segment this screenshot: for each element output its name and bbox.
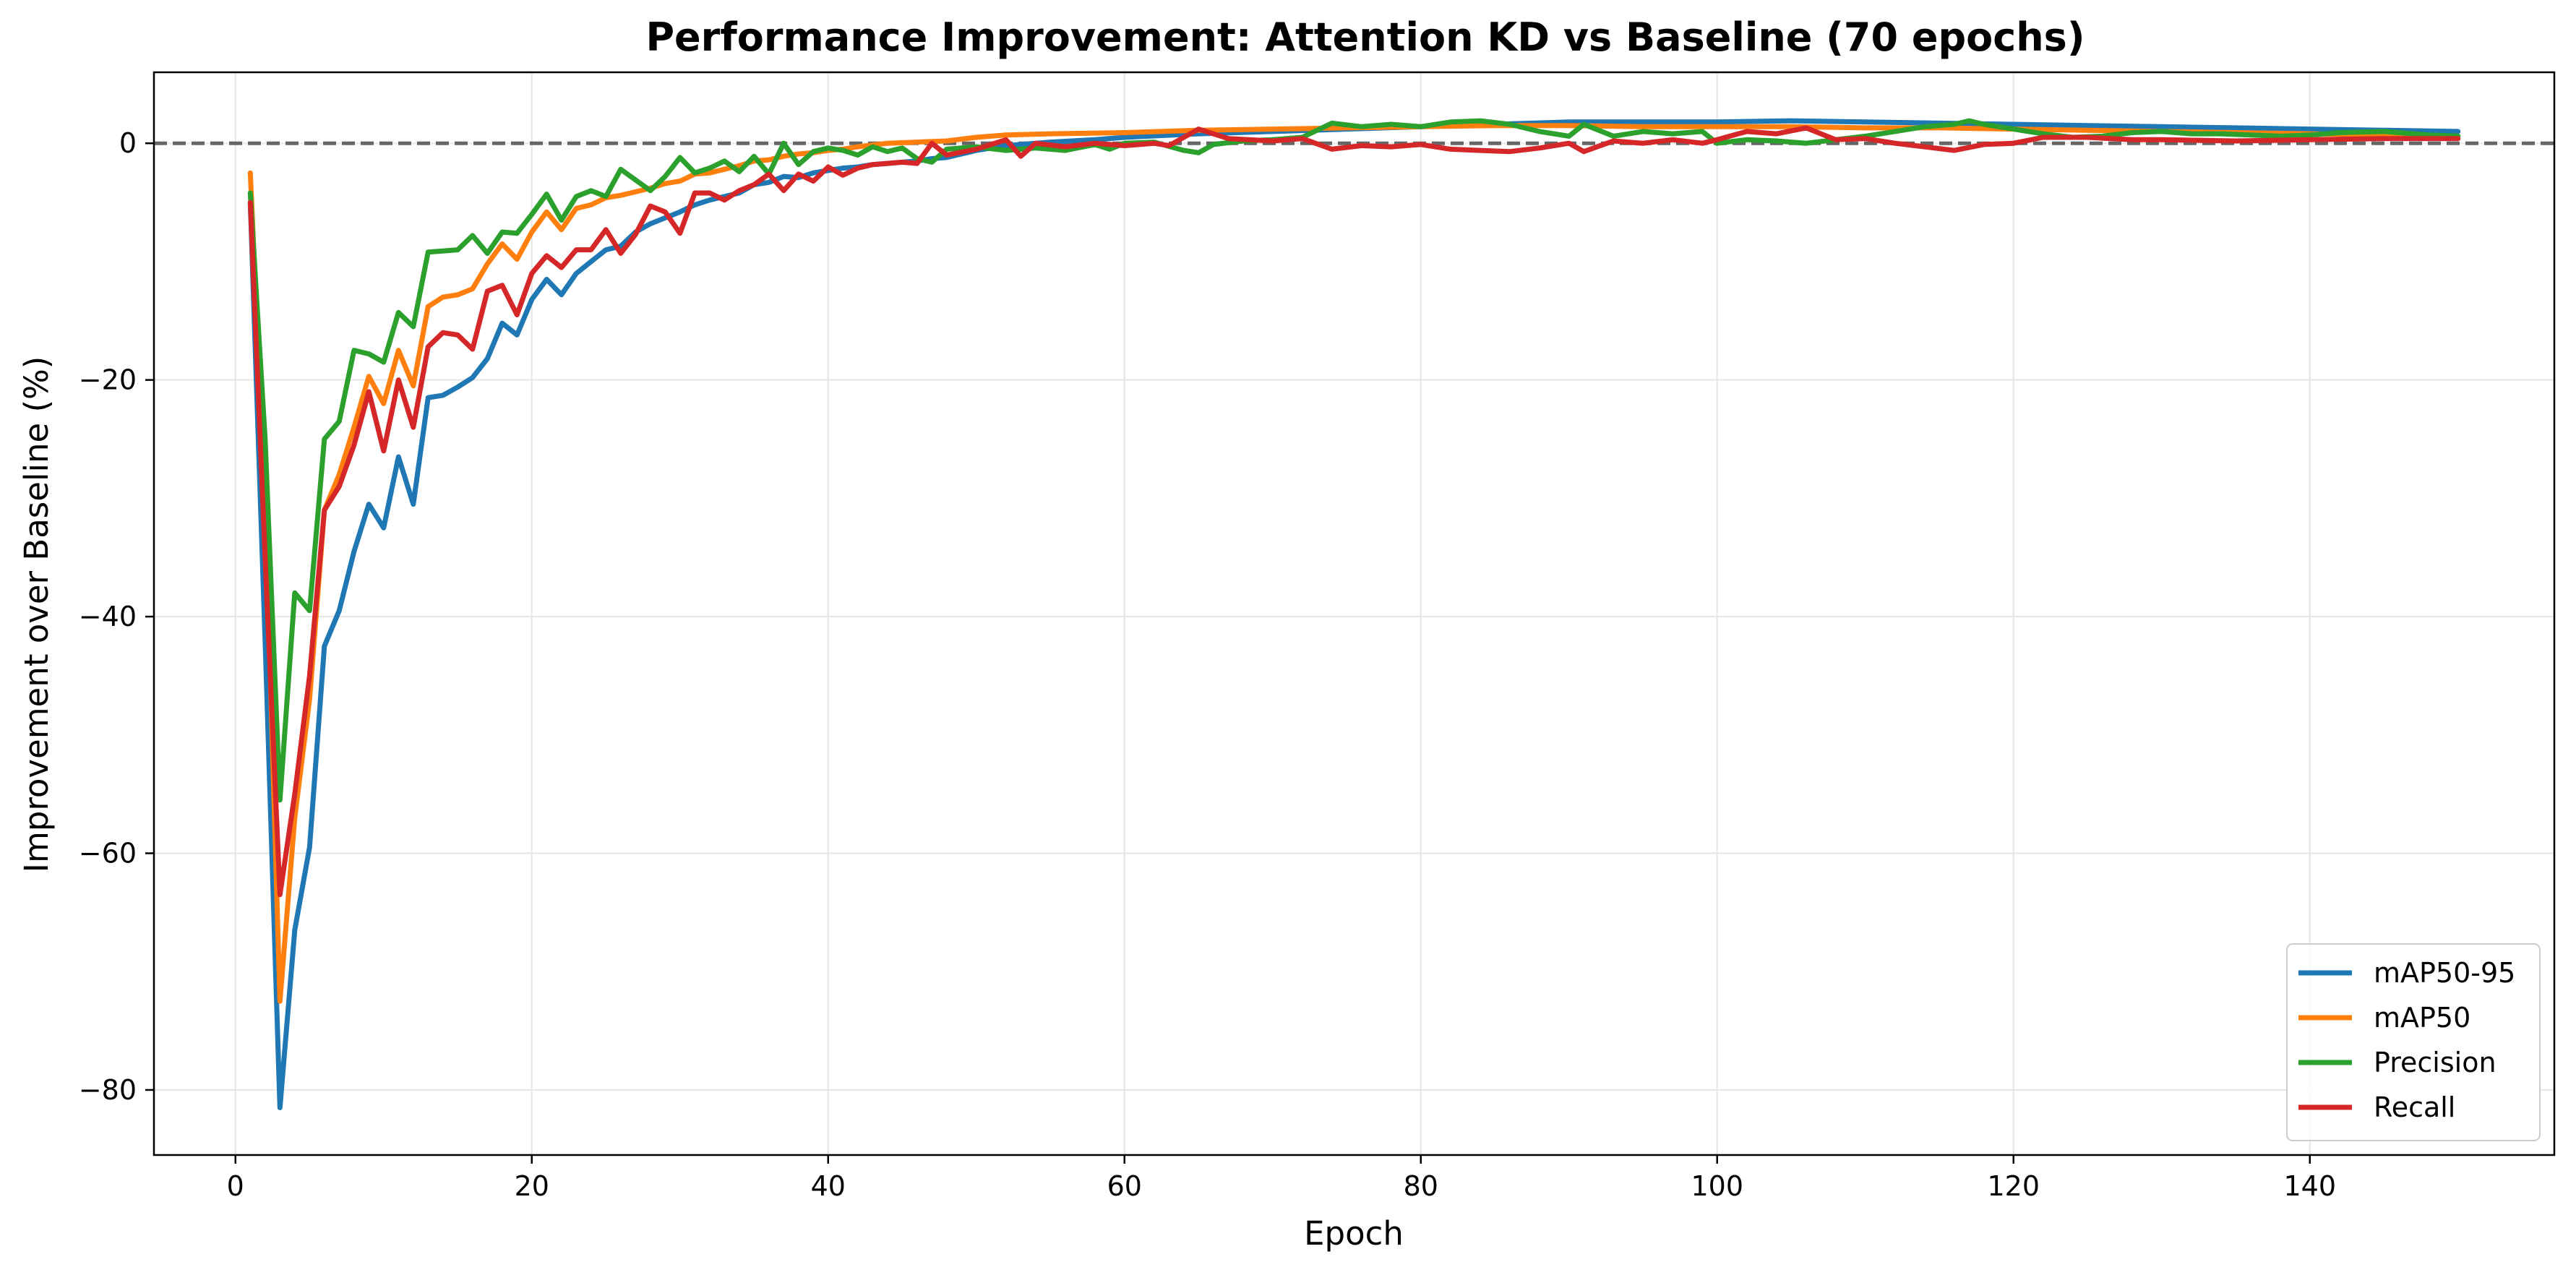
x-tick-label: 0 <box>227 1170 244 1202</box>
y-tick-label: −80 <box>79 1074 137 1106</box>
plot-frame <box>153 71 2556 1156</box>
legend-label-precision: Precision <box>2374 1047 2496 1078</box>
y-tick-label: −20 <box>79 364 137 396</box>
x-tick-label: 100 <box>1691 1170 1743 1202</box>
x-tick-label: 80 <box>1404 1170 1438 1202</box>
x-tick-label: 60 <box>1107 1170 1142 1202</box>
x-axis-ticks: 0 20 40 60 80 100 120 140 <box>227 1155 2336 1202</box>
legend-box <box>2286 943 2541 1141</box>
series-line-map50 <box>247 123 2461 1004</box>
y-tick-label: −60 <box>79 838 137 870</box>
x-axis-label: Epoch <box>1304 1214 1404 1253</box>
y-tick-label: 0 <box>119 127 137 159</box>
legend: mAP50-95 mAP50 Precision Recall <box>2286 943 2541 1141</box>
y-axis-label: Improvement over Baseline (%) <box>17 356 56 873</box>
x-tick-label: 40 <box>811 1170 846 1202</box>
legend-label-map50: mAP50 <box>2374 1002 2470 1034</box>
series-line-precision <box>247 118 2461 803</box>
legend-label-recall: Recall <box>2374 1091 2455 1123</box>
x-tick-label: 20 <box>515 1170 549 1202</box>
grid <box>154 72 2554 1155</box>
chart-title: Performance Improvement: Attention KD vs… <box>645 14 2085 60</box>
y-tick-label: −40 <box>79 601 137 632</box>
legend-label-map50-95: mAP50-95 <box>2374 957 2515 989</box>
x-tick-label: 140 <box>2283 1170 2336 1202</box>
x-tick-label: 120 <box>1987 1170 2040 1202</box>
series-line-recall <box>247 125 2461 898</box>
y-axis-ticks: 0 −20 −40 −60 −80 <box>79 127 154 1106</box>
series-lines <box>247 118 2461 1110</box>
series-line-map50-95 <box>247 118 2461 1110</box>
